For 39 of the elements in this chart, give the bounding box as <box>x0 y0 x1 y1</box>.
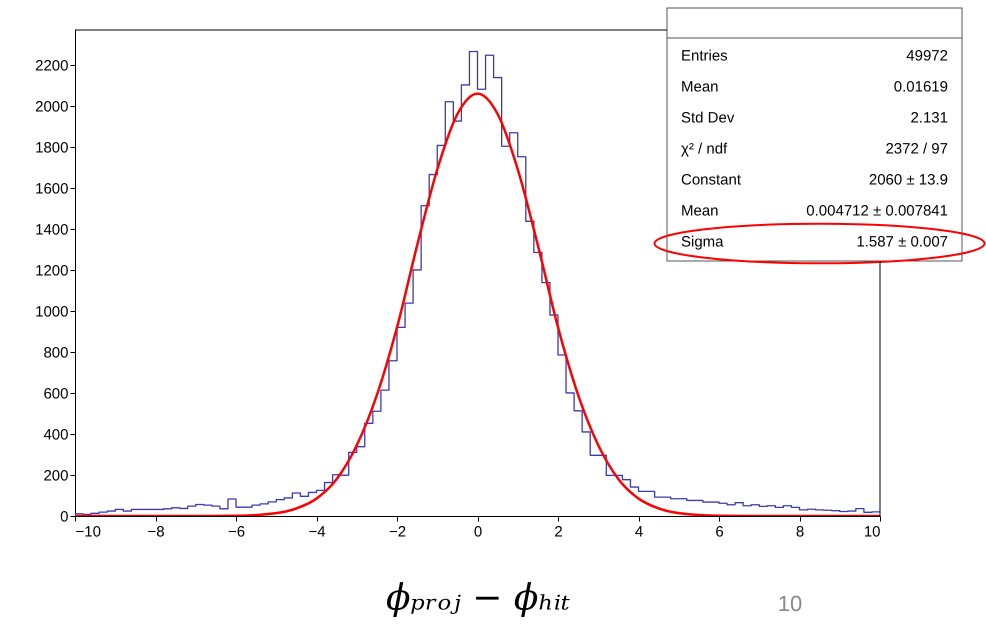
x-tick-label: −4 <box>308 524 326 540</box>
x-tick-label: 2 <box>554 524 563 540</box>
annotation: Mean <box>681 202 719 220</box>
x-tick-label: 4 <box>634 524 644 540</box>
y-tick-label: 1000 <box>35 303 68 320</box>
x-tick-label: −6 <box>228 524 246 540</box>
y-tick-label: 800 <box>43 344 68 362</box>
annotation: 1.587 ± 0.007 <box>856 234 948 250</box>
annotation: Std Dev <box>681 110 735 126</box>
y-tick-label: 1400 <box>35 221 68 238</box>
text: 10 <box>778 591 802 616</box>
text: 0.01619 <box>894 78 948 96</box>
annotation: 0.004712 ± 0.007841 <box>806 202 948 220</box>
y-tick-label: 1200 <box>35 262 68 280</box>
x-tick-label: 0 <box>474 524 482 540</box>
text: 2.131 <box>910 110 948 126</box>
annotation: Entries <box>681 48 728 64</box>
y-tick-label: 200 <box>43 467 68 484</box>
y-tick-label: 400 <box>43 426 68 444</box>
y-tick-label: 1600 <box>35 180 68 198</box>
text: 2372 / 97 <box>885 140 948 158</box>
annotation: Sigma <box>681 234 724 250</box>
annotation: Mean <box>681 78 719 96</box>
y-tick-label: 0 <box>60 508 68 526</box>
x-tick-label: 8 <box>796 524 804 540</box>
y-tick-label: 2200 <box>35 57 68 74</box>
annotation: 2060 ± 13.9 <box>868 172 948 188</box>
x-tick-label: 10 <box>864 524 880 540</box>
x-tick-label: 6 <box>715 524 724 540</box>
x-tick-label: −8 <box>147 524 165 540</box>
x-tick-label: −10 <box>76 524 101 540</box>
annotation: χ² / ndf <box>681 140 728 158</box>
annotation: Constant <box>681 172 742 188</box>
x-tick-label: −2 <box>388 524 406 540</box>
y-tick-label: 1800 <box>35 139 68 156</box>
x-axis-title: ϕₚᵣₒⱼ − ϕₕᵢₜ <box>386 578 570 618</box>
y-tick-label: 600 <box>43 385 68 402</box>
text: 49972 <box>906 48 948 64</box>
y-tick-label: 2000 <box>35 98 68 116</box>
